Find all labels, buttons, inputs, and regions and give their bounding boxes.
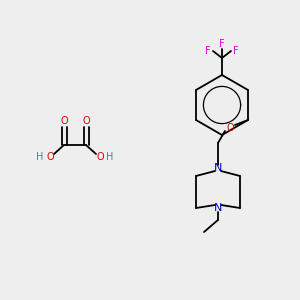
Text: F: F xyxy=(233,46,239,56)
Text: O: O xyxy=(226,123,234,133)
Text: H: H xyxy=(36,152,44,162)
Text: N: N xyxy=(214,203,222,213)
Text: H: H xyxy=(106,152,114,162)
Text: F: F xyxy=(205,46,211,56)
Text: O: O xyxy=(96,152,104,162)
Text: O: O xyxy=(60,116,68,126)
Text: O: O xyxy=(46,152,54,162)
Text: O: O xyxy=(82,116,90,126)
Text: N: N xyxy=(214,163,222,173)
Text: F: F xyxy=(219,39,225,49)
